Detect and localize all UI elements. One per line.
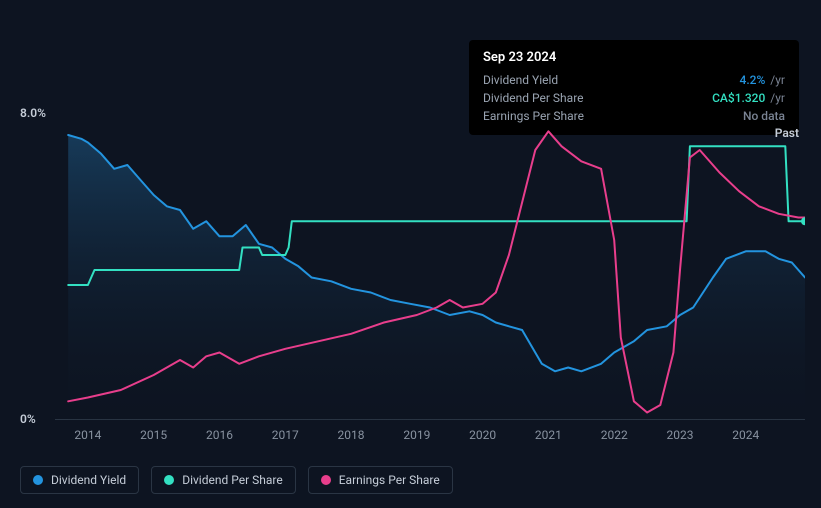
x-axis-tick: 2017 (272, 428, 299, 442)
tooltip-row: Dividend Yield 4.2% /yr (483, 71, 785, 89)
legend-label: Earnings Per Share (339, 473, 440, 487)
legend-item-dividendYield[interactable]: Dividend Yield (20, 466, 139, 494)
x-axis-tick: 2020 (469, 428, 496, 442)
legend-dot-icon (164, 475, 174, 485)
area-fill (68, 135, 805, 420)
tooltip-row-label: Dividend Per Share (483, 91, 584, 105)
tooltip-row-value: 4.2% /yr (740, 73, 785, 87)
x-axis-tick: 2024 (732, 428, 759, 442)
x-axis-tick: 2018 (338, 428, 365, 442)
x-axis-tick: 2021 (535, 428, 562, 442)
chart-legend: Dividend Yield Dividend Per Share Earnings… (20, 466, 453, 494)
tooltip-row-label: Dividend Yield (483, 73, 558, 87)
x-axis-tick: 2016 (206, 428, 233, 442)
tooltip-date: Sep 23 2024 (483, 50, 785, 65)
chart-plot-area[interactable]: Past (55, 120, 805, 420)
x-axis-tick: 2023 (667, 428, 694, 442)
legend-dot-icon (321, 475, 331, 485)
chart-svg (55, 120, 805, 420)
y-axis-min-label: 0% (20, 412, 36, 426)
past-label: Past (775, 126, 799, 140)
tooltip-row-value: CA$1.320 /yr (712, 91, 785, 105)
tooltip-row: Dividend Per Share CA$1.320 /yr (483, 89, 785, 107)
x-axis: 2014 2015 2016 2017 2018 2019 2020 2021 2022 2023… (55, 428, 805, 448)
chart-container: 8.0% 0% Past 201420152016201720182019202… (20, 110, 805, 450)
x-axis-tick: 2019 (403, 428, 430, 442)
legend-label: Dividend Per Share (182, 473, 283, 487)
x-axis-tick: 2022 (601, 428, 628, 442)
legend-label: Dividend Yield (51, 473, 126, 487)
x-axis-tick: 2015 (140, 428, 167, 442)
y-axis-max-label: 8.0% (20, 106, 46, 120)
legend-dot-icon (33, 475, 43, 485)
legend-item-dividendPerShare[interactable]: Dividend Per Share (151, 466, 296, 494)
legend-item-earningsPerShare[interactable]: Earnings Per Share (308, 466, 453, 494)
x-axis-tick: 2014 (74, 428, 101, 442)
